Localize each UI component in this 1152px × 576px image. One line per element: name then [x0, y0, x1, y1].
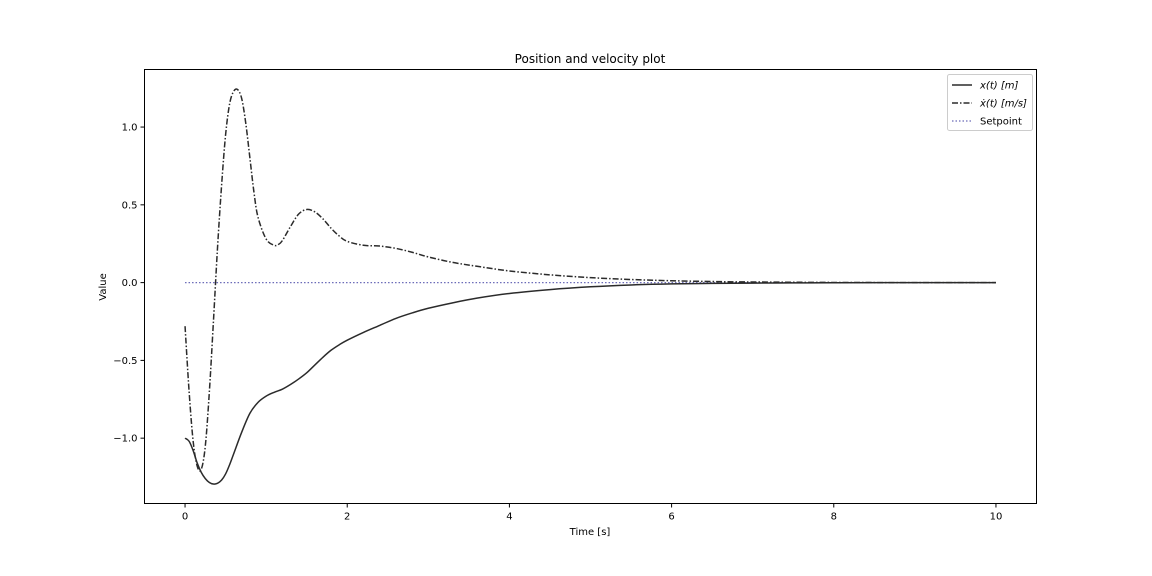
x-axis-title: Time [s]	[569, 527, 611, 538]
legend: x(t) [m] ẋ(t) [m/s] Setpoint	[947, 74, 1033, 131]
x-tick-label: 8	[831, 512, 837, 523]
y-tick-label: 0.0	[122, 278, 138, 289]
x-tick-label: 6	[668, 512, 674, 523]
y-tick-label: −0.5	[113, 356, 137, 367]
plot-area	[184, 88, 996, 485]
legend-label-position: x(t) [m]	[979, 81, 1018, 92]
series-velocity-line	[184, 88, 996, 472]
plot-frame	[144, 69, 1037, 504]
x-tick-label: 10	[990, 512, 1003, 523]
y-tick-label: 0.5	[122, 200, 138, 211]
axis-ticks: 0 2 4 6 8 10 −1.0 −0.5 0.0 0.5 1.0	[113, 123, 1002, 523]
x-tick-label: 2	[344, 512, 350, 523]
legend-label-setpoint: Setpoint	[980, 117, 1022, 128]
y-axis-title: Value	[98, 273, 109, 300]
x-tick-label: 4	[506, 512, 512, 523]
legend-label-velocity: ẋ(t) [m/s]	[979, 99, 1027, 110]
chart-title: Position and velocity plot	[515, 52, 666, 66]
y-tick-label: 1.0	[122, 123, 138, 134]
y-tick-label: −1.0	[113, 434, 137, 445]
series-position-line	[184, 281, 996, 485]
x-tick-label: 0	[182, 512, 188, 523]
legend-box	[947, 74, 1033, 131]
